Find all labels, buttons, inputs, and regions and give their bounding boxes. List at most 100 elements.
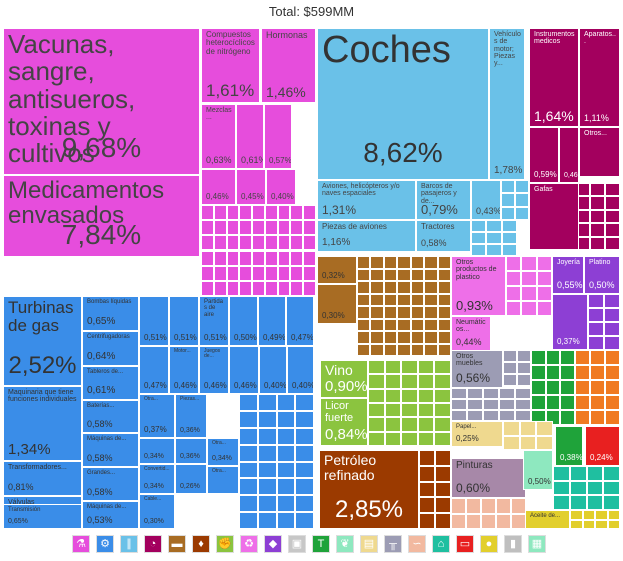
minor-tile [467, 410, 483, 421]
minor-tile [553, 495, 570, 510]
minor-tile [276, 461, 296, 479]
gear-icon[interactable]: ⚙ [96, 535, 114, 553]
minor-tile [467, 388, 483, 399]
minor-tile [471, 220, 487, 232]
minor-tile [560, 410, 575, 425]
scroll-icon[interactable]: ▤ [360, 535, 378, 553]
legend-glyph: ▭ [459, 538, 471, 550]
tile-label: Barcos de pasajeros y de... [421, 183, 457, 205]
recycle-icon[interactable]: ♻ [240, 535, 258, 553]
tile-label: Motor... [174, 348, 191, 354]
tile-label: Grandes... [87, 470, 116, 476]
tile-label: Maquinaria que tiene funciones individua… [8, 389, 77, 404]
minor-tile [553, 480, 570, 496]
tile-value: 8,62% [363, 136, 443, 168]
minor-tile [264, 250, 278, 266]
minor-tile [383, 293, 398, 306]
minor-tile [575, 350, 590, 365]
tile-label: Mezclas... [206, 107, 232, 122]
treemap-tile: Maquinaria que tiene funciones individua… [3, 386, 82, 461]
grid-icon[interactable]: ▦ [528, 535, 546, 553]
minor-tile [384, 403, 402, 418]
minor-tile [201, 250, 214, 266]
minor-tile [226, 265, 240, 281]
road-icon[interactable]: ∥ [120, 535, 138, 553]
treemap-tile: Bombas líquidas 0,65% [82, 296, 139, 331]
minor-tile [536, 301, 552, 316]
minor-tile [506, 301, 522, 316]
shoe-icon[interactable]: ⌂ [432, 535, 450, 553]
minor-tile [201, 205, 214, 221]
minor-tile [545, 380, 561, 395]
minor-tile [295, 444, 314, 462]
minor-tile [213, 250, 227, 266]
minor-tile [383, 331, 398, 344]
tile-value: 0,46% [564, 172, 578, 179]
treemap-tile: Tableros de... 0,61% [82, 366, 139, 400]
box-icon[interactable]: ▣ [288, 535, 306, 553]
camera-icon[interactable]: ▭ [456, 535, 474, 553]
tile-label: Vino [325, 362, 353, 378]
minor-tile [383, 281, 398, 294]
minor-tile [264, 220, 278, 236]
shirt-icon[interactable]: T [312, 535, 330, 553]
diamond-icon[interactable]: ◆ [264, 535, 282, 553]
treemap-tile: 0,40% [266, 169, 296, 205]
bottle-icon[interactable]: ▮ [504, 535, 522, 553]
minor-tile [503, 421, 520, 436]
treemap-tile: Piezas de aviones 1,16% [317, 220, 416, 252]
minor-tile [435, 513, 451, 529]
legend-glyph: ⌂ [437, 538, 445, 550]
gauge-icon[interactable]: ◔ [144, 535, 162, 553]
minor-tile [607, 510, 620, 520]
flask-icon[interactable]: ⚗ [72, 535, 90, 553]
treemap-tile: Otra... 0,37% [139, 394, 175, 438]
minor-tile [590, 365, 605, 380]
minor-tile [531, 365, 546, 380]
minor-tile [588, 294, 604, 308]
chair-icon[interactable]: ╥ [384, 535, 402, 553]
minor-tile [434, 388, 451, 403]
minor-tile [575, 395, 590, 410]
minor-tile [290, 250, 304, 266]
anvil-icon[interactable]: ▬ [168, 535, 186, 553]
treemap-tile: 0,34% [139, 438, 175, 464]
minor-tile [383, 318, 398, 331]
treemap-tile: Medicamentos envasados 7,84% [3, 175, 200, 257]
treemap-tile: Convertid... 0,34% [139, 464, 175, 494]
minor-tile [595, 510, 608, 520]
minor-tile [517, 350, 531, 362]
legend-glyph: ▬ [171, 538, 183, 550]
minor-tile [604, 336, 620, 350]
minor-tile [401, 431, 418, 446]
minor-tile [201, 265, 214, 281]
minor-tile [451, 399, 467, 410]
minor-tile [201, 235, 214, 251]
tile-label: Bombas líquidas [87, 299, 132, 305]
tile-value: 0,34% [144, 483, 164, 490]
drop-icon[interactable]: ♦ [192, 535, 210, 553]
minor-tile [257, 461, 277, 479]
treemap-tile: Turbinas de gas 2,52% [3, 296, 82, 386]
fist-icon[interactable]: ✊ [216, 535, 234, 553]
leaf-icon[interactable]: ❦ [336, 535, 354, 553]
minor-tile [437, 293, 451, 306]
minor-tile [435, 450, 451, 466]
legend-glyph: ▣ [291, 538, 303, 550]
hide-icon[interactable]: ∽ [408, 535, 426, 553]
treemap-tile: Aparatos... 1,11% [579, 28, 620, 127]
treemap-tile: 0,32% [317, 256, 357, 284]
minor-tile [517, 362, 531, 374]
tile-value: 0,55% [557, 280, 583, 290]
tile-value: 0,50% [234, 333, 257, 342]
minor-tile [560, 350, 575, 365]
legend-glyph: ▮ [509, 538, 517, 550]
minor-tile [503, 350, 517, 362]
minor-tile [515, 399, 531, 410]
minor-tile [481, 498, 496, 514]
treemap-tile: Otros... [579, 127, 620, 177]
treemap-tile: 0,46% [201, 169, 236, 205]
minor-tile [239, 394, 258, 411]
egg-icon[interactable]: ● [480, 535, 498, 553]
minor-tile [401, 417, 418, 432]
